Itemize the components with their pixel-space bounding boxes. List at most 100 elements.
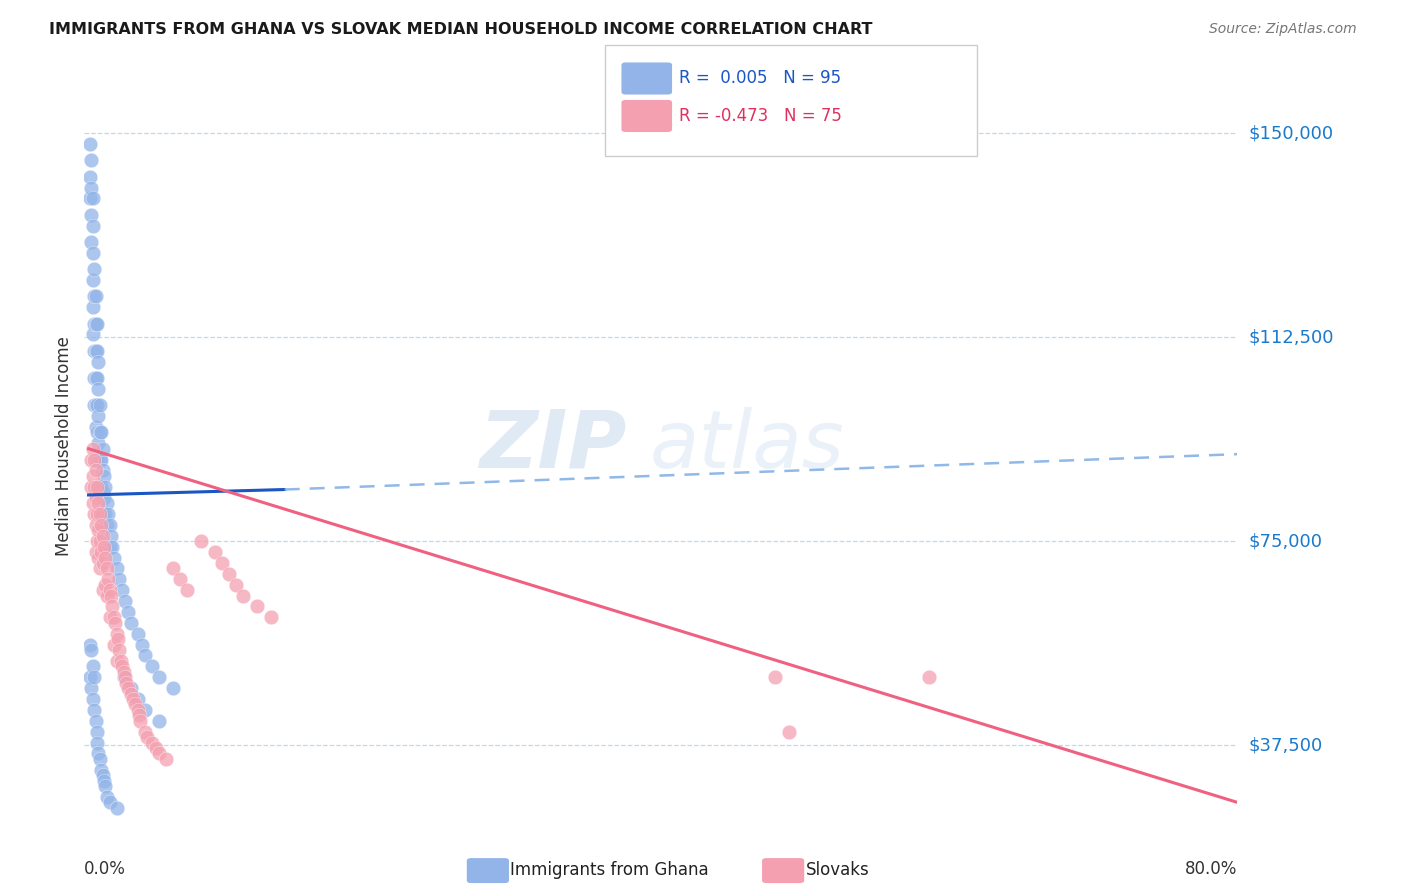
Point bbox=[80, 153, 103, 168]
Text: 0.0%: 0.0% bbox=[84, 860, 127, 878]
Text: 80.0%: 80.0% bbox=[1185, 860, 1237, 878]
Point bbox=[778, 724, 800, 739]
Point bbox=[96, 789, 118, 804]
Point bbox=[148, 670, 170, 684]
Point bbox=[98, 796, 121, 810]
Point bbox=[97, 572, 120, 586]
Text: ZIP: ZIP bbox=[479, 407, 626, 485]
Point bbox=[89, 534, 111, 549]
Point bbox=[91, 768, 114, 782]
Point bbox=[110, 654, 132, 668]
Point bbox=[86, 735, 108, 749]
Point bbox=[79, 670, 101, 684]
Point bbox=[79, 638, 101, 652]
Point bbox=[87, 524, 110, 538]
Point bbox=[82, 469, 104, 483]
Point bbox=[114, 670, 136, 684]
Point bbox=[79, 136, 101, 151]
Point bbox=[86, 371, 108, 385]
Point bbox=[101, 599, 124, 614]
Point bbox=[176, 583, 198, 598]
Point bbox=[91, 463, 114, 477]
Point bbox=[96, 517, 118, 532]
Point bbox=[83, 480, 105, 494]
Point bbox=[89, 452, 111, 467]
Point bbox=[103, 550, 125, 565]
Point bbox=[101, 540, 124, 554]
Point bbox=[84, 371, 107, 385]
Point bbox=[120, 681, 142, 695]
Point bbox=[162, 681, 184, 695]
Point bbox=[91, 485, 114, 500]
Point bbox=[127, 703, 149, 717]
Point bbox=[94, 779, 117, 793]
Point bbox=[80, 180, 103, 194]
Point bbox=[82, 659, 104, 673]
Point bbox=[134, 648, 156, 663]
Point bbox=[100, 529, 122, 543]
Point bbox=[86, 425, 108, 440]
Point bbox=[91, 529, 114, 543]
Point bbox=[94, 507, 117, 521]
Point bbox=[94, 550, 117, 565]
Point bbox=[80, 235, 103, 249]
Point bbox=[93, 469, 115, 483]
Point bbox=[96, 561, 118, 575]
Point bbox=[86, 452, 108, 467]
Point bbox=[82, 300, 104, 314]
Point bbox=[84, 289, 107, 303]
Point bbox=[84, 545, 107, 559]
Point bbox=[90, 763, 112, 777]
Point bbox=[93, 773, 115, 788]
Point bbox=[79, 191, 101, 205]
Point bbox=[98, 583, 121, 598]
Point bbox=[105, 654, 128, 668]
Text: $75,000: $75,000 bbox=[1249, 533, 1323, 550]
Point bbox=[83, 343, 105, 358]
Point bbox=[90, 425, 112, 440]
Point bbox=[91, 556, 114, 570]
Point bbox=[120, 687, 142, 701]
Point bbox=[225, 578, 247, 592]
Point bbox=[91, 507, 114, 521]
Point bbox=[89, 752, 111, 766]
Point bbox=[79, 169, 101, 184]
Point bbox=[96, 589, 118, 603]
Text: R = -0.473   N = 75: R = -0.473 N = 75 bbox=[679, 107, 842, 125]
Point bbox=[87, 747, 110, 761]
Point bbox=[112, 665, 135, 679]
Point bbox=[87, 354, 110, 368]
Point bbox=[83, 452, 105, 467]
Point bbox=[131, 638, 153, 652]
Point bbox=[134, 703, 156, 717]
Point bbox=[83, 507, 105, 521]
Point bbox=[89, 480, 111, 494]
Text: Slovaks: Slovaks bbox=[806, 861, 869, 879]
Point bbox=[80, 681, 103, 695]
Point bbox=[82, 692, 104, 706]
Point bbox=[141, 659, 163, 673]
Point bbox=[136, 730, 159, 744]
Point bbox=[86, 343, 108, 358]
Point bbox=[134, 724, 156, 739]
Point bbox=[82, 327, 104, 342]
Point bbox=[112, 670, 135, 684]
Point bbox=[86, 507, 108, 521]
Text: IMMIGRANTS FROM GHANA VS SLOVAK MEDIAN HOUSEHOLD INCOME CORRELATION CHART: IMMIGRANTS FROM GHANA VS SLOVAK MEDIAN H… bbox=[49, 22, 873, 37]
Point bbox=[96, 496, 118, 510]
Point bbox=[204, 545, 226, 559]
Point bbox=[82, 191, 104, 205]
Point bbox=[128, 708, 150, 723]
Point bbox=[84, 463, 107, 477]
Point bbox=[84, 714, 107, 728]
Point bbox=[86, 317, 108, 331]
Point bbox=[86, 398, 108, 412]
Point bbox=[87, 382, 110, 396]
Point bbox=[90, 480, 112, 494]
Point bbox=[918, 670, 941, 684]
Point bbox=[105, 561, 128, 575]
Point bbox=[87, 436, 110, 450]
Point bbox=[115, 675, 138, 690]
Text: Source: ZipAtlas.com: Source: ZipAtlas.com bbox=[1209, 22, 1357, 37]
Point bbox=[90, 545, 112, 559]
